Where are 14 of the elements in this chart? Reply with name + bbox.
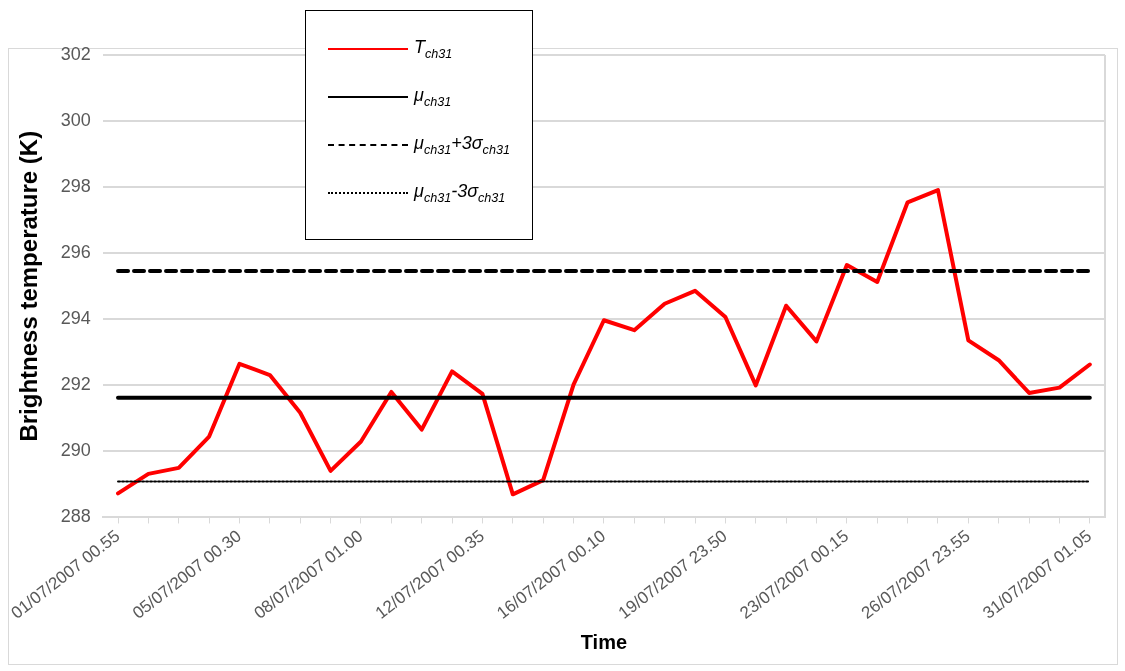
- y-tick-label: 292: [60, 374, 91, 395]
- y-tick-label: 298: [60, 176, 91, 197]
- legend-label: μ$_{ch31}$+3σ$_{ch31}$: [414, 133, 510, 157]
- legend-label: T$_{ch31}$: [414, 37, 453, 61]
- y-tick-label: 302: [60, 43, 91, 64]
- legend-label: μ$_{ch31}$-3σ$_{ch31}$: [414, 181, 506, 205]
- y-tick-label: 290: [60, 440, 91, 461]
- x-axis-title: Time: [580, 630, 628, 653]
- y-axis-title: Brightness temperature (K): [15, 130, 43, 442]
- y-tick-label: 296: [60, 242, 91, 263]
- y-tick-label: 300: [60, 110, 91, 131]
- legend-label: μ$_{ch31}$: [414, 85, 452, 109]
- y-tick-label: 288: [60, 506, 91, 527]
- y-tick-label: 294: [60, 308, 91, 329]
